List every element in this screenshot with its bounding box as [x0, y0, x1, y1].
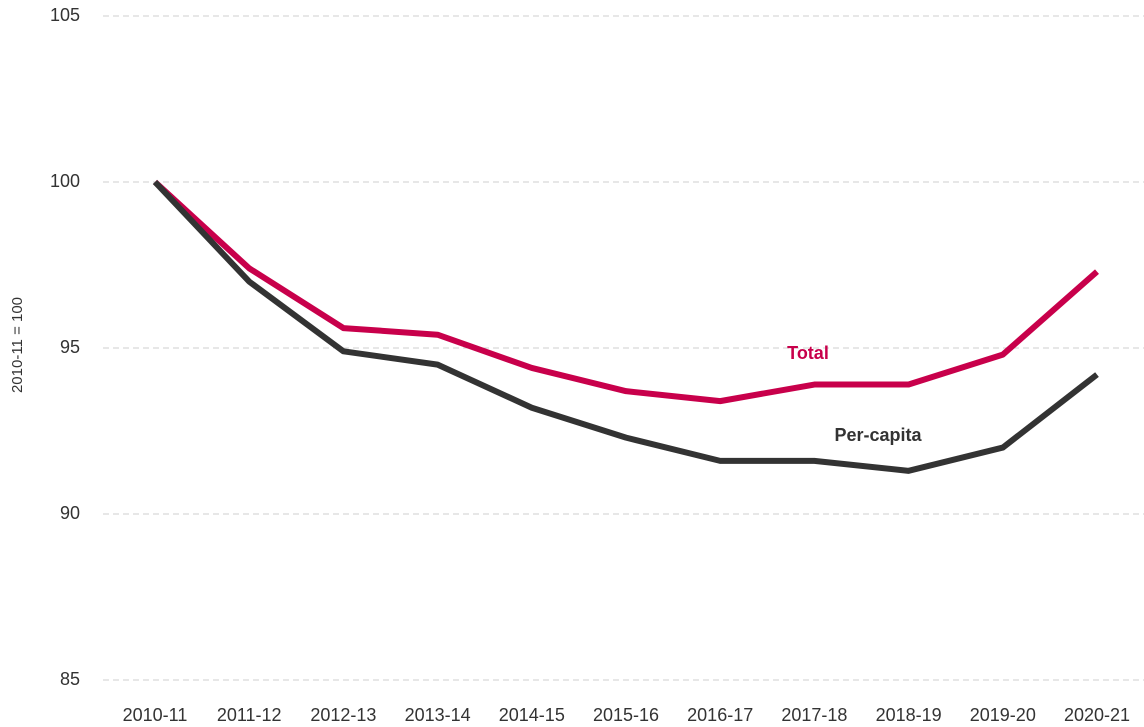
y-tick-label: 100: [50, 171, 80, 191]
x-tick-label: 2016-17: [687, 705, 753, 725]
x-tick-label: 2012-13: [310, 705, 376, 725]
x-tick-label: 2014-15: [499, 705, 565, 725]
x-tick-label: 2018-19: [876, 705, 942, 725]
series-label: Per-capita: [834, 425, 922, 445]
series-line: [152, 179, 1099, 474]
series-line: [152, 179, 1099, 405]
x-tick-label: 2015-16: [593, 705, 659, 725]
x-tick-label: 2011-12: [217, 705, 282, 725]
x-tick-label: 2017-18: [781, 705, 847, 725]
y-tick-label: 95: [60, 337, 80, 357]
x-tick-label: 2010-11: [123, 705, 188, 725]
x-tick-label: 2019-20: [970, 705, 1036, 725]
y-tick-label: 85: [60, 669, 80, 689]
y-axis-label: 2010-11 = 100: [9, 297, 26, 393]
y-tick-label: 105: [50, 5, 80, 25]
x-tick-label: 2013-14: [405, 705, 471, 725]
series-label: Total: [787, 343, 829, 363]
y-tick-label: 90: [60, 503, 80, 523]
x-tick-label: 2020-21: [1064, 705, 1130, 725]
